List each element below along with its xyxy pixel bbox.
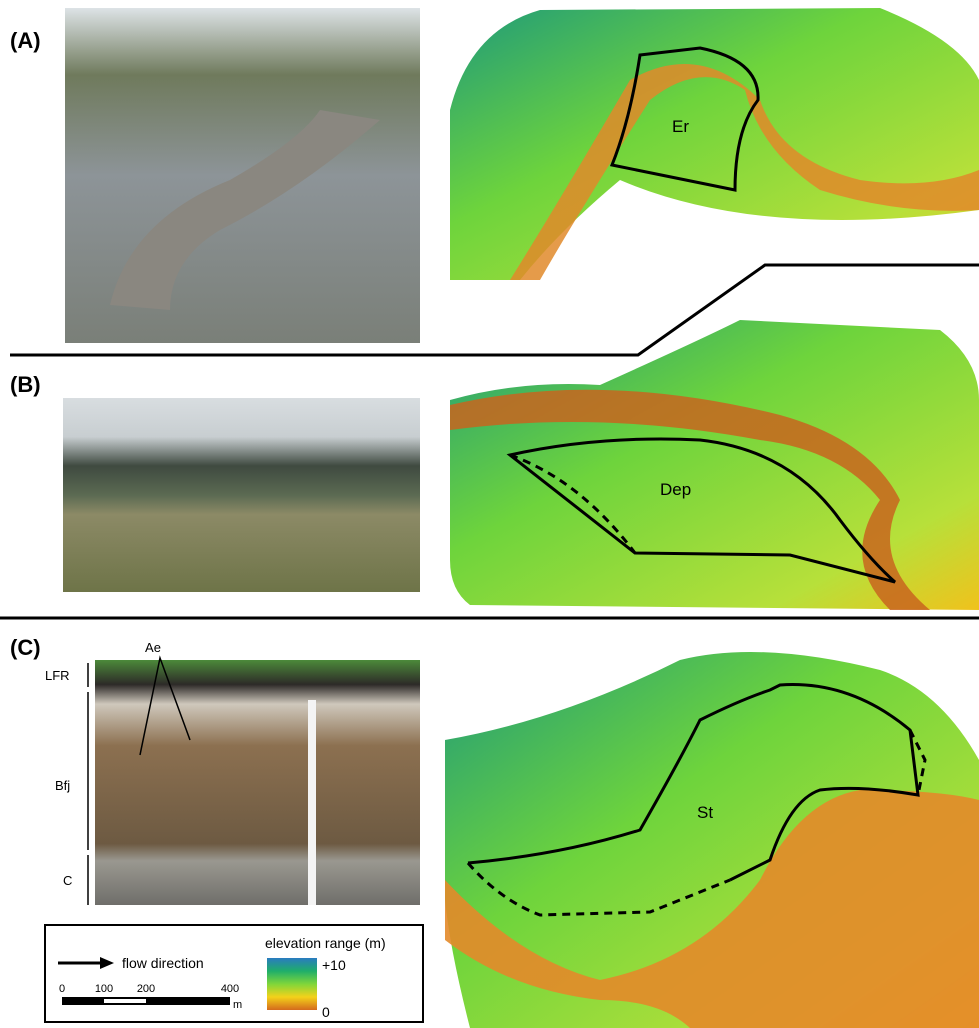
dem-map bbox=[450, 320, 979, 610]
figure: (A) Er (B) Dep (C) Ae LFR Bfj C St flow … bbox=[0, 0, 979, 1028]
panel-label: (B) bbox=[10, 372, 41, 397]
photo bbox=[95, 660, 420, 905]
ramp-label: 0 bbox=[322, 1004, 330, 1020]
dem-map bbox=[450, 8, 979, 280]
scale-label: 0 bbox=[59, 983, 65, 995]
region-label: Dep bbox=[660, 480, 691, 499]
scale-bar-segment bbox=[104, 999, 146, 1003]
horizon-label: LFR bbox=[45, 668, 70, 683]
photo bbox=[63, 398, 420, 592]
horizon-label: C bbox=[63, 873, 72, 888]
legend-text: flow direction bbox=[122, 955, 204, 971]
region-label: St bbox=[697, 803, 713, 822]
measuring-tape bbox=[308, 700, 316, 905]
horizon-label: Ae bbox=[145, 640, 161, 655]
scale-label: 100 bbox=[95, 983, 113, 995]
region-label: Er bbox=[672, 117, 689, 136]
scale-label: 200 bbox=[137, 983, 155, 995]
panel-label: (A) bbox=[10, 28, 41, 53]
ramp-label: +10 bbox=[322, 957, 346, 973]
scale-unit: m bbox=[233, 999, 242, 1011]
horizon-label: Bfj bbox=[55, 778, 70, 793]
scale-label: 400 bbox=[221, 983, 239, 995]
panel-label: (C) bbox=[10, 635, 41, 660]
legend-title: elevation range (m) bbox=[265, 935, 386, 951]
color-ramp bbox=[267, 958, 317, 1010]
